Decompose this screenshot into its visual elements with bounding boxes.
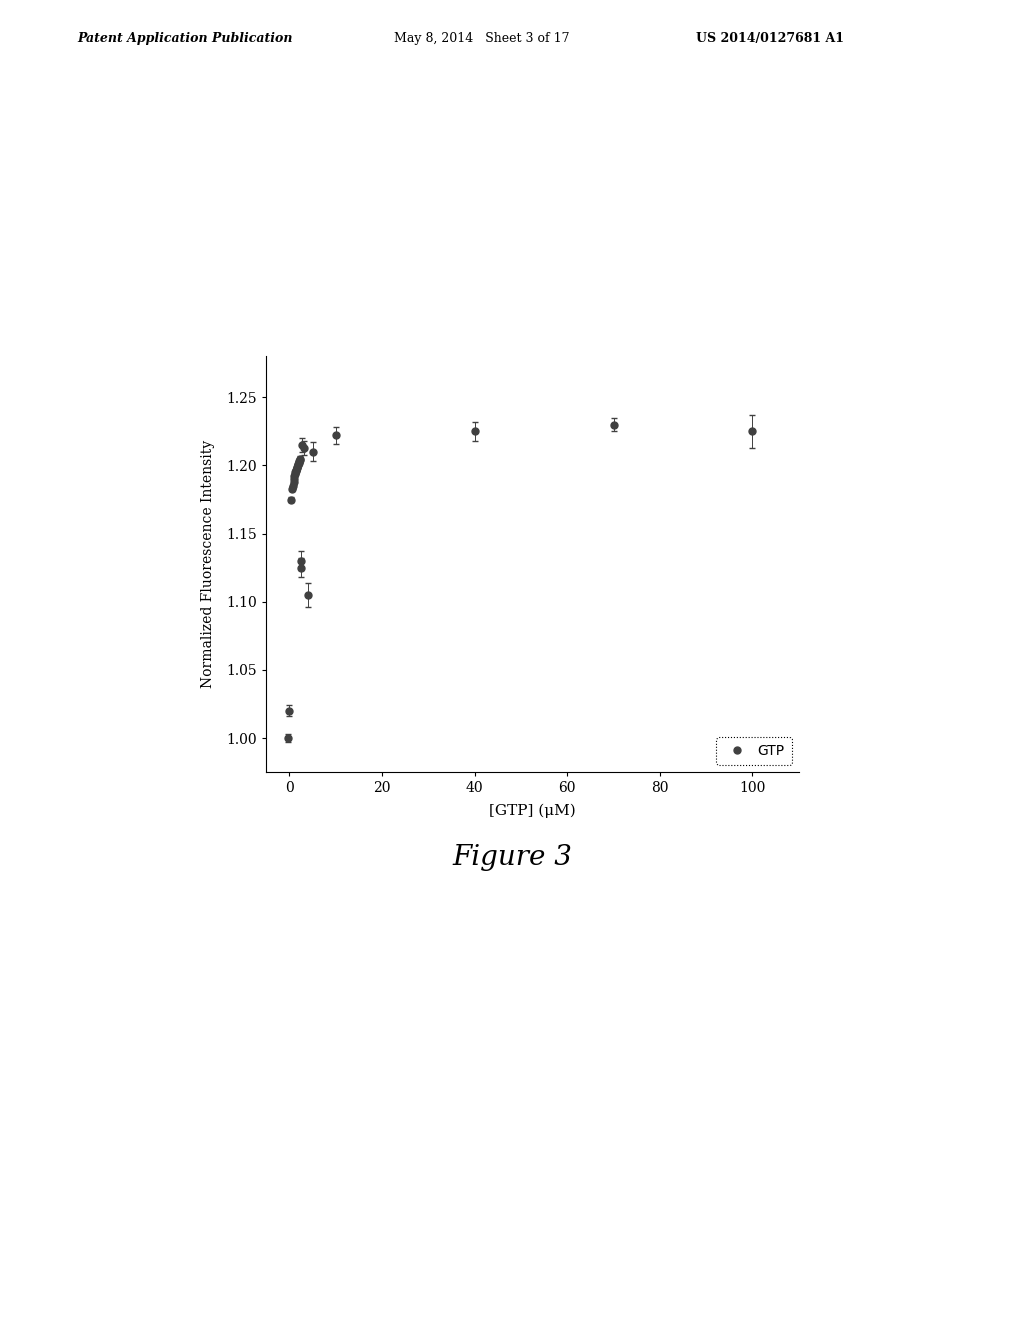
Text: May 8, 2014   Sheet 3 of 17: May 8, 2014 Sheet 3 of 17 — [394, 32, 569, 45]
X-axis label: [GTP] (μM): [GTP] (μM) — [489, 804, 575, 818]
Text: US 2014/0127681 A1: US 2014/0127681 A1 — [696, 32, 845, 45]
Y-axis label: Normalized Fluorescence Intensity: Normalized Fluorescence Intensity — [202, 441, 215, 688]
Text: Figure 3: Figure 3 — [452, 843, 572, 871]
Text: Patent Application Publication: Patent Application Publication — [77, 32, 292, 45]
Legend: GTP: GTP — [716, 738, 792, 766]
